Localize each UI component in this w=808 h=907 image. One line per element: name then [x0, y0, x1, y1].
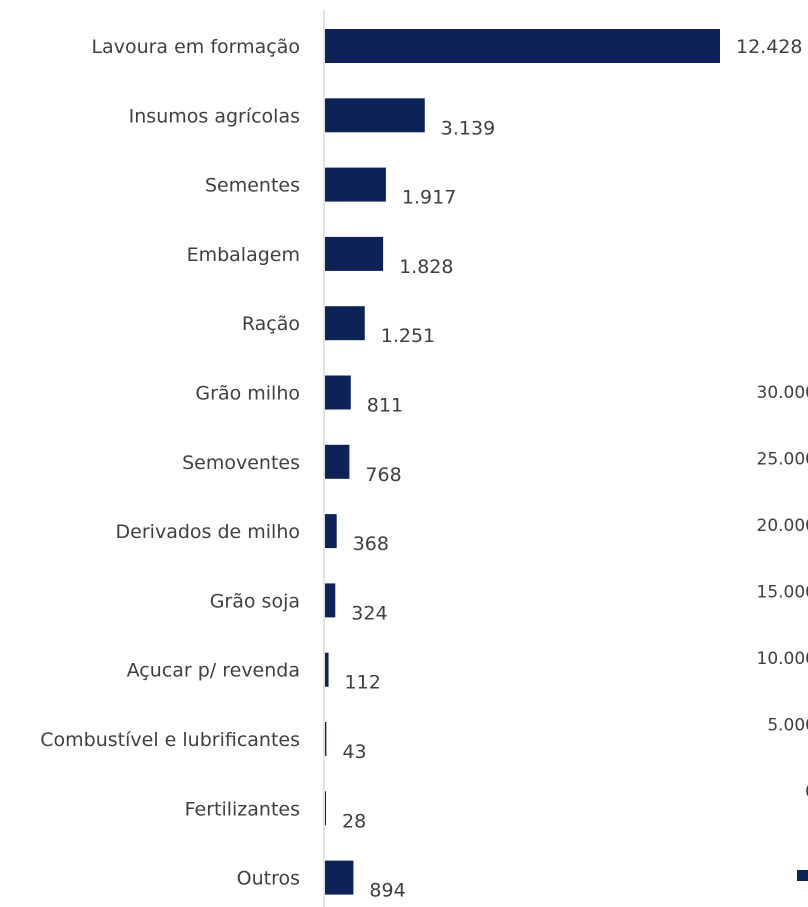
value-label: 1.917 — [402, 187, 456, 209]
category-label: Ração — [242, 313, 300, 335]
category-label: Açucar p/ revenda — [127, 660, 300, 682]
bar — [325, 791, 326, 826]
tick-label: 30.000 — [757, 383, 808, 403]
category-label: Combustível e lubrificantes — [40, 729, 300, 751]
category-labels: Lavoura em formação Insumos agrícolas Seme… — [40, 36, 300, 890]
value-label: 1.251 — [381, 325, 435, 347]
bar — [325, 98, 425, 133]
value-label: 324 — [351, 602, 387, 624]
tick-label: 0 — [805, 782, 808, 802]
value-label: 368 — [353, 533, 389, 555]
value-labels: 12.428 3.139 1.917 1.828 1.251 811 768 368 324 11… — [342, 36, 802, 902]
bar — [325, 652, 329, 687]
value-label: 112 — [345, 672, 381, 694]
tick-label: 20.000 — [757, 516, 808, 536]
bar — [325, 167, 386, 202]
value-label: 894 — [369, 880, 405, 902]
category-label: Insumos agrícolas — [129, 105, 300, 127]
category-label: Sementes — [205, 175, 300, 197]
tick-label: 25.000 — [757, 450, 808, 470]
value-label: 28 — [342, 810, 366, 832]
bar — [325, 583, 336, 618]
tick-label: 5.000 — [767, 716, 808, 736]
value-label: 12.428 — [736, 36, 802, 58]
value-label: 3.139 — [441, 117, 495, 139]
category-label: Grão milho — [195, 383, 300, 405]
value-label: 768 — [365, 464, 401, 486]
category-label: Embalagem — [187, 244, 300, 266]
legend-marker — [797, 870, 808, 881]
bar — [325, 29, 720, 63]
bar — [325, 375, 351, 410]
category-label: Outros — [237, 868, 300, 890]
bar — [325, 514, 337, 549]
category-label: Grão soja — [210, 590, 300, 612]
bar — [325, 306, 365, 341]
value-label: 43 — [342, 741, 366, 763]
bars — [325, 29, 720, 895]
category-label: Lavoura em formação — [91, 36, 300, 58]
bar — [325, 236, 384, 271]
category-label: Fertilizantes — [185, 798, 300, 820]
tick-label: 10.000 — [757, 649, 808, 669]
tick-label: 15.000 — [757, 583, 808, 603]
category-label: Semoventes — [182, 452, 300, 474]
value-label: 1.828 — [399, 256, 453, 278]
category-label: Derivados de milho — [116, 521, 300, 543]
bar — [325, 860, 354, 895]
secondary-chart-tick-labels: 30.000 25.000 20.000 15.000 10.000 5.000 0 — [757, 383, 808, 802]
value-label: 811 — [367, 395, 403, 417]
bar — [325, 444, 350, 479]
bar — [325, 722, 327, 756]
